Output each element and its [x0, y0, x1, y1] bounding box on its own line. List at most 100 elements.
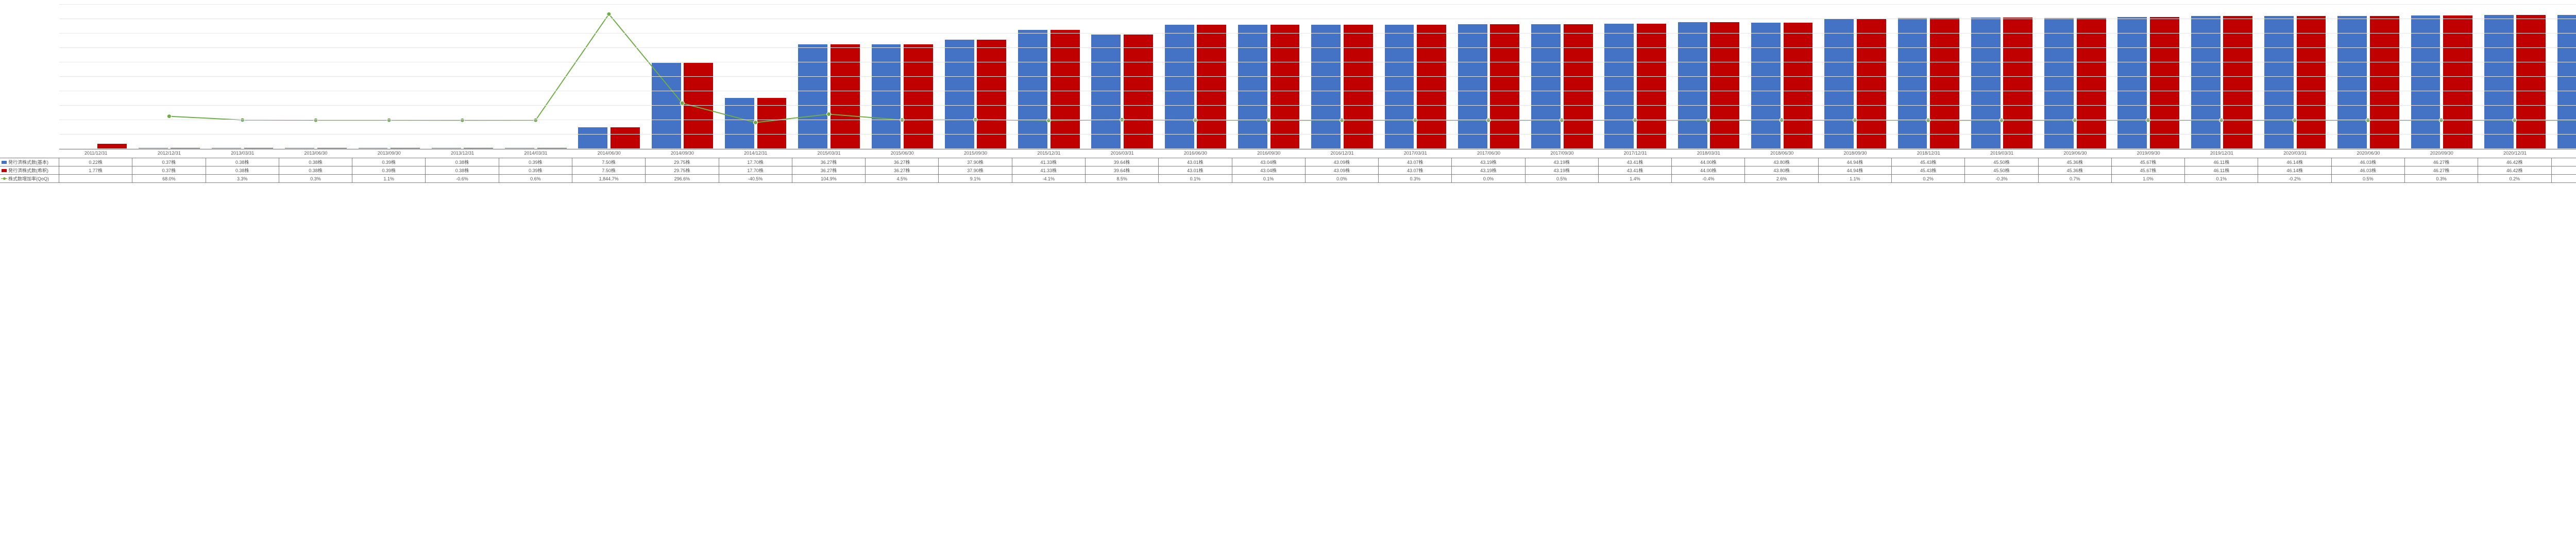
bar-basic [945, 40, 974, 149]
x-tick-label: 2019/12/31 [2210, 150, 2233, 156]
table-row: 発行済株式数(希釈)1.77株0.37株0.38株0.38株0.39株0.38株… [0, 166, 2576, 175]
series-label: 発行済株式数(希釈) [0, 166, 59, 174]
bar-diluted [2150, 17, 2179, 149]
x-tick-label: 2016/09/30 [1257, 150, 1280, 156]
x-tick-label: 2019/06/30 [2063, 150, 2087, 156]
table-cell: 43.80株 [1745, 166, 1818, 174]
table-cell: 46.03株 [2332, 158, 2405, 166]
bar-basic [2117, 17, 2147, 149]
bar-diluted [2370, 16, 2399, 149]
bar-group [1672, 5, 1745, 149]
bar-basic [2484, 15, 2514, 149]
table-cell: 7.50株 [572, 166, 646, 174]
x-tick-label: 2013/03/31 [231, 150, 254, 156]
bar-group [1086, 5, 1159, 149]
table-cell: 46.27株 [2405, 158, 2478, 166]
table-cell: -0.4% [1672, 175, 1745, 182]
bar-basic [1165, 25, 1194, 149]
table-cell: 0.38株 [279, 166, 352, 174]
table-cell: 7.50株 [572, 158, 646, 166]
x-tick-label: 2014/12/31 [744, 150, 767, 156]
table-cell: 0.39株 [352, 158, 426, 166]
table-cell: 46.14株 [2258, 158, 2331, 166]
bar-group [1379, 5, 1452, 149]
x-tick-label: 2018/09/30 [1843, 150, 1867, 156]
bar-basic [1898, 18, 1927, 149]
table-cell: 1.1% [352, 175, 426, 182]
gridline [59, 47, 2576, 48]
table-cell: 0.3% [2405, 175, 2478, 182]
table-cell: 43.19株 [1526, 158, 1599, 166]
table-cell: 44.00株 [1672, 166, 1745, 174]
table-cell: 1.1% [1819, 175, 1892, 182]
bar-diluted [2516, 15, 2546, 149]
bar-group [2185, 5, 2258, 149]
bar-basic [1238, 25, 1267, 149]
legend-swatch [2, 161, 7, 164]
table-cell: 36.27株 [866, 158, 939, 166]
table-cell: 45.36株 [2039, 166, 2112, 174]
bar-diluted [1124, 35, 1153, 149]
x-axis-labels: 2011/12/312012/12/312013/03/312013/06/30… [59, 150, 2576, 158]
table-cell: 44.94株 [1819, 166, 1892, 174]
table-cell: 39.64株 [1086, 166, 1159, 174]
x-tick-label: 2017/12/31 [1624, 150, 1647, 156]
x-tick-label: 2011/12/31 [84, 150, 107, 156]
table-cell: 45.50株 [1965, 166, 2038, 174]
table-row: 発行済株式数(基本)0.22株0.37株0.38株0.38株0.39株0.38株… [0, 158, 2576, 166]
bar-group [646, 5, 719, 149]
series-label: 株式数増加率(QoQ) [0, 175, 59, 182]
table-cell: -0.1% [2552, 175, 2576, 182]
table-cell: 0.22株 [59, 158, 132, 166]
x-tick-label: 2016/03/31 [1111, 150, 1134, 156]
x-tick-label: 2016/12/31 [1330, 150, 1353, 156]
table-cell: -0.6% [426, 175, 499, 182]
x-tick-label: 2020/12/31 [2503, 150, 2527, 156]
bar-group [2478, 5, 2551, 149]
table-cell: 46.11株 [2185, 166, 2258, 174]
table-cell: -0.2% [2258, 175, 2331, 182]
bar-basic [1458, 24, 1487, 149]
table-cell: 36.27株 [792, 158, 866, 166]
bar-group [1012, 5, 1086, 149]
x-tick-label: 2015/09/30 [964, 150, 987, 156]
table-cell: 37.90株 [939, 166, 1012, 174]
table-cell: 43.04株 [1232, 158, 1306, 166]
bar-diluted [1930, 18, 1959, 149]
bar-group [352, 5, 426, 149]
table-cell: 46.14株 [2258, 166, 2331, 174]
bar-group [1452, 5, 1525, 149]
table-cell: 0.39株 [352, 166, 426, 174]
table-cell: 43.19株 [1452, 166, 1525, 174]
series-label: 発行済株式数(基本) [0, 158, 59, 166]
bar-group [206, 5, 279, 149]
bar-basic [2264, 16, 2294, 149]
bar-basic [1531, 24, 1561, 149]
share-count-chart: 0株5株10株15株20株25株30株35株40株45株50株-500%0%50… [0, 0, 2576, 191]
table-cell: 46.11株 [2185, 158, 2258, 166]
table-cell: 1.77株 [59, 166, 132, 174]
table-cell: 1,844.7% [572, 175, 646, 182]
table-cell: 8.5% [1086, 175, 1159, 182]
bar-diluted [831, 44, 860, 149]
bar-diluted [2003, 18, 2032, 149]
table-cell: 0.2% [2478, 175, 2551, 182]
table-cell: 43.01株 [1159, 166, 1232, 174]
table-cell: 44.94株 [1819, 158, 1892, 166]
x-tick-label: 2014/06/30 [598, 150, 621, 156]
table-cell: 4.5% [866, 175, 939, 182]
bar-basic [1824, 19, 1854, 149]
table-cell: 1.4% [1599, 175, 1672, 182]
table-cell: 0.37株 [132, 166, 206, 174]
table-cell: 29.75株 [646, 158, 719, 166]
bar-basic [2557, 15, 2576, 149]
table-cell: 0.3% [1379, 175, 1452, 182]
table-cell: 0.0% [1306, 175, 1379, 182]
bar-group [59, 5, 132, 149]
table-cell: 43.07株 [1379, 166, 1452, 174]
table-cell: 43.41株 [1599, 158, 1672, 166]
bar-group [499, 5, 572, 149]
bar-diluted [1344, 25, 1373, 149]
plot-area [59, 5, 2576, 149]
bar-diluted [2223, 16, 2252, 149]
